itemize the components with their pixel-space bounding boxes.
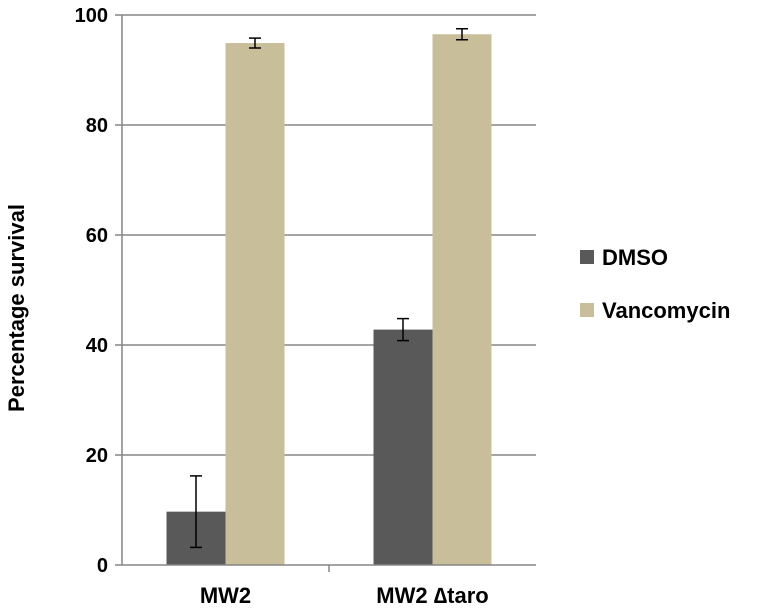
- bar-vancomycin: [225, 43, 285, 566]
- legend-swatch-dmso: [580, 250, 594, 264]
- error-bars: [190, 28, 468, 549]
- bar-vancomycin: [432, 34, 492, 565]
- legend-swatch-vancomycin: [580, 303, 594, 317]
- bars: [166, 34, 492, 566]
- x-category-label: MW2: [200, 583, 251, 608]
- axes: [115, 14, 536, 572]
- y-tick-label: 40: [86, 335, 108, 357]
- bar-dmso: [373, 329, 433, 565]
- y-axis-title: Percentage survival: [4, 204, 29, 412]
- category-labels: MW2 MW2 ∆taro: [200, 583, 489, 608]
- legend: DMSO Vancomycin: [580, 245, 730, 323]
- legend-label-dmso: DMSO: [602, 245, 668, 270]
- y-tick-labels: 0 20 40 60 80 100: [75, 5, 108, 577]
- y-tick-label: 20: [86, 445, 108, 467]
- y-tick-label: 60: [86, 225, 108, 247]
- y-tick-label: 0: [97, 555, 108, 577]
- legend-label-vancomycin: Vancomycin: [602, 298, 730, 323]
- x-category-label: MW2 ∆taro: [376, 583, 488, 608]
- y-tick-label: 80: [86, 115, 108, 137]
- y-tick-label: 100: [75, 5, 108, 27]
